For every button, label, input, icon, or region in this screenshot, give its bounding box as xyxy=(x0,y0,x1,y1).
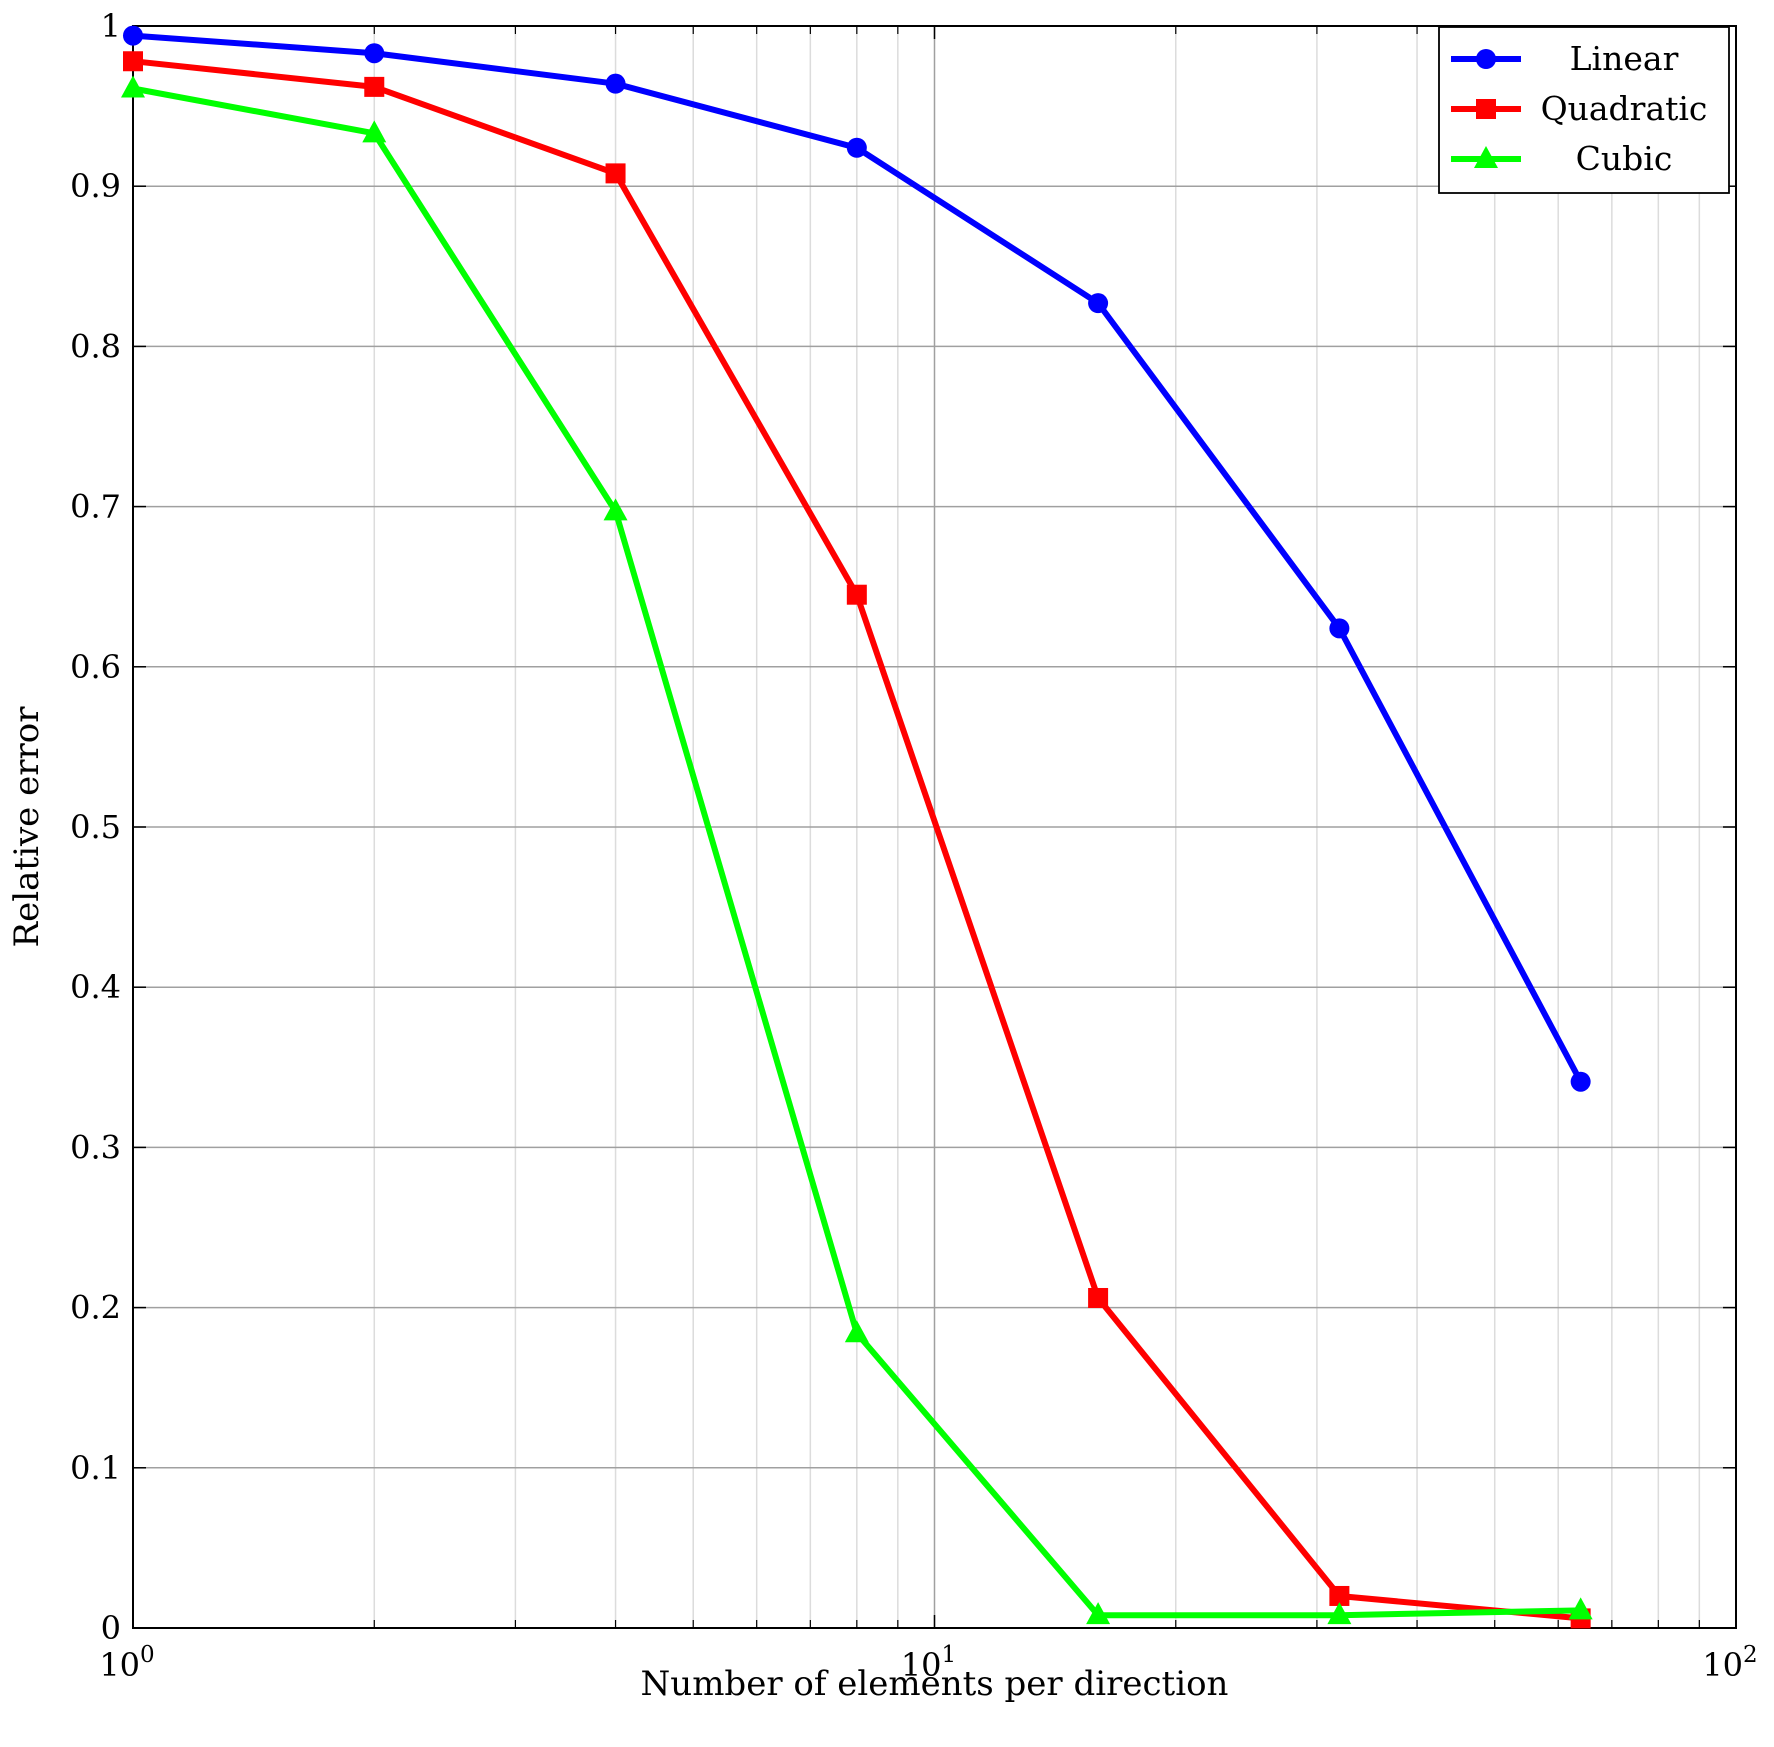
data-point-quadratic xyxy=(1329,1585,1350,1606)
legend-entry-quadratic: Quadratic xyxy=(1451,89,1707,128)
x-tick-label: 100 xyxy=(99,1642,154,1684)
data-point-cubic xyxy=(844,1320,869,1343)
legend-label: Linear xyxy=(1570,39,1679,78)
series-linear xyxy=(123,25,1591,1092)
y-tick-labels: 0 0.1 0.2 0.3 0.4 0.5 0.6 0.7 0.8 0.9 1 xyxy=(70,7,121,1647)
y-tick-label: 0.7 xyxy=(70,488,121,526)
data-point-quadratic xyxy=(123,51,143,72)
legend-label: Quadratic xyxy=(1541,89,1708,128)
y-tick-label: 0.6 xyxy=(70,648,121,686)
data-point-linear xyxy=(846,137,867,158)
data-point-linear xyxy=(605,73,626,94)
data-point-quadratic xyxy=(605,163,626,184)
data-point-cubic xyxy=(1327,1602,1352,1625)
data-point-cubic xyxy=(1086,1602,1111,1625)
y-tick-label: 0.1 xyxy=(70,1449,121,1487)
data-point-quadratic xyxy=(1088,1287,1109,1308)
y-tick-label: 0.5 xyxy=(70,808,121,846)
legend-label: Cubic xyxy=(1576,139,1673,178)
data-point-linear xyxy=(364,43,385,64)
x-tick-label: 101 xyxy=(901,1642,956,1684)
x-tick-labels: 100 101 102 xyxy=(99,1642,1757,1684)
data-point-quadratic xyxy=(364,76,385,97)
axis-ticks xyxy=(132,25,1737,1629)
legend: Linear Quadratic Cubic xyxy=(1438,26,1730,194)
series-layer xyxy=(121,25,1593,1629)
data-point-linear xyxy=(1329,618,1350,639)
legend-marker xyxy=(1474,146,1498,168)
x-tick-label: 102 xyxy=(1702,1642,1757,1684)
y-tick-label: 0 xyxy=(101,1609,121,1647)
y-axis-label: Relative error xyxy=(7,706,47,948)
legend-marker xyxy=(1476,49,1496,69)
y-tick-label: 0.3 xyxy=(70,1128,121,1166)
data-point-linear xyxy=(1570,1071,1591,1092)
series-cubic xyxy=(121,75,1593,1625)
data-point-cubic xyxy=(603,498,628,521)
data-point-cubic xyxy=(121,75,145,98)
data-point-cubic xyxy=(362,120,387,143)
legend-entry-linear: Linear xyxy=(1451,39,1679,78)
data-point-cubic xyxy=(1568,1597,1593,1620)
data-point-quadratic xyxy=(846,584,867,605)
y-tick-label: 0.4 xyxy=(70,968,121,1006)
y-tick-label: 0.8 xyxy=(70,327,121,365)
data-point-linear xyxy=(123,25,143,46)
y-tick-label: 0.2 xyxy=(70,1289,121,1327)
y-tick-label: 0.9 xyxy=(70,167,121,205)
data-point-linear xyxy=(1088,293,1109,314)
y-tick-label: 1 xyxy=(101,7,121,45)
x-axis-label: Number of elements per direction xyxy=(641,1664,1229,1704)
legend-entry-cubic: Cubic xyxy=(1451,139,1672,178)
legend-marker xyxy=(1476,99,1496,119)
